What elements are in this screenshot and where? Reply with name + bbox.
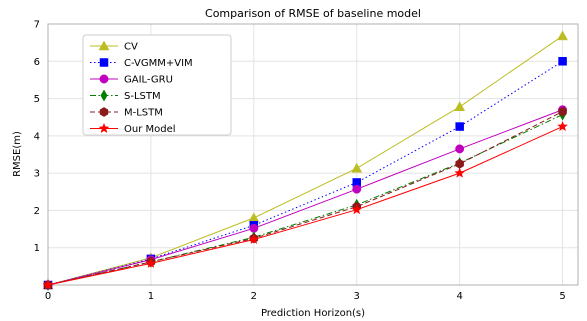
legend: CV C-VGMM+VIM GAIL-GRU S-LSTM M-LSTM Our Mode…	[82, 34, 232, 136]
legend-label: Our Model	[124, 124, 176, 135]
legend-label: S-LSTM	[124, 91, 161, 102]
series-line	[47, 126, 563, 286]
y-tick-label: 3	[34, 169, 40, 180]
legend-marker	[99, 58, 109, 67]
y-tick-label: 2	[34, 206, 40, 217]
data-point	[557, 120, 569, 132]
legend-label: GAIL-GRU	[124, 75, 173, 86]
series-line	[47, 114, 563, 286]
legend-marker	[98, 122, 110, 134]
x-tick-label: 2	[251, 291, 257, 302]
series-line	[47, 35, 563, 286]
grid	[47, 23, 578, 285]
legend-marker	[99, 74, 109, 84]
data-point	[351, 162, 363, 173]
data-point	[557, 30, 568, 41]
x-tick-label: 0	[45, 291, 51, 302]
y-tick-label: 5	[34, 94, 40, 105]
series-line	[47, 111, 563, 286]
data-point	[454, 167, 466, 178]
chart-title: Comparison of RMSE of baseline model	[205, 7, 421, 20]
y-tick-label: 1	[34, 243, 40, 254]
data-point	[352, 184, 362, 194]
plot-frame	[47, 23, 579, 286]
x-tick-label: 3	[354, 291, 360, 302]
y-tick-label: 6	[34, 57, 40, 68]
legend-label: M-LSTM	[124, 108, 163, 119]
x-tick-label: 4	[456, 291, 462, 302]
legend-marker	[100, 89, 108, 102]
data-point	[455, 122, 464, 131]
data-point	[558, 57, 567, 66]
data-point	[42, 279, 54, 290]
data-point	[249, 223, 259, 233]
axis-ticks: 0 1 2 3 4 5 1 2 3 4 5 6 7	[34, 20, 566, 303]
data-point	[454, 101, 466, 112]
y-tick-label: 7	[34, 20, 40, 31]
x-tick-label: 5	[559, 291, 565, 302]
series-5	[42, 120, 569, 290]
legend-marker	[98, 40, 110, 51]
series-line	[47, 109, 563, 286]
y-axis-label: RMSE(m)	[12, 131, 23, 177]
y-tick-label: 4	[34, 131, 40, 142]
data-point	[351, 203, 363, 215]
legend-marker	[99, 107, 109, 117]
x-tick-label: 1	[148, 291, 154, 302]
data-point	[455, 144, 465, 154]
legend-label: CV	[124, 42, 138, 53]
legend-label: C-VGMM+VIM	[124, 58, 193, 69]
x-axis-label: Prediction Horizon(s)	[261, 308, 365, 319]
series-line	[47, 60, 563, 286]
data-point	[248, 233, 260, 245]
data-point	[455, 158, 464, 169]
series-group	[42, 30, 569, 291]
data-point	[558, 106, 567, 117]
legend-box	[82, 34, 232, 136]
data-point	[145, 257, 157, 268]
